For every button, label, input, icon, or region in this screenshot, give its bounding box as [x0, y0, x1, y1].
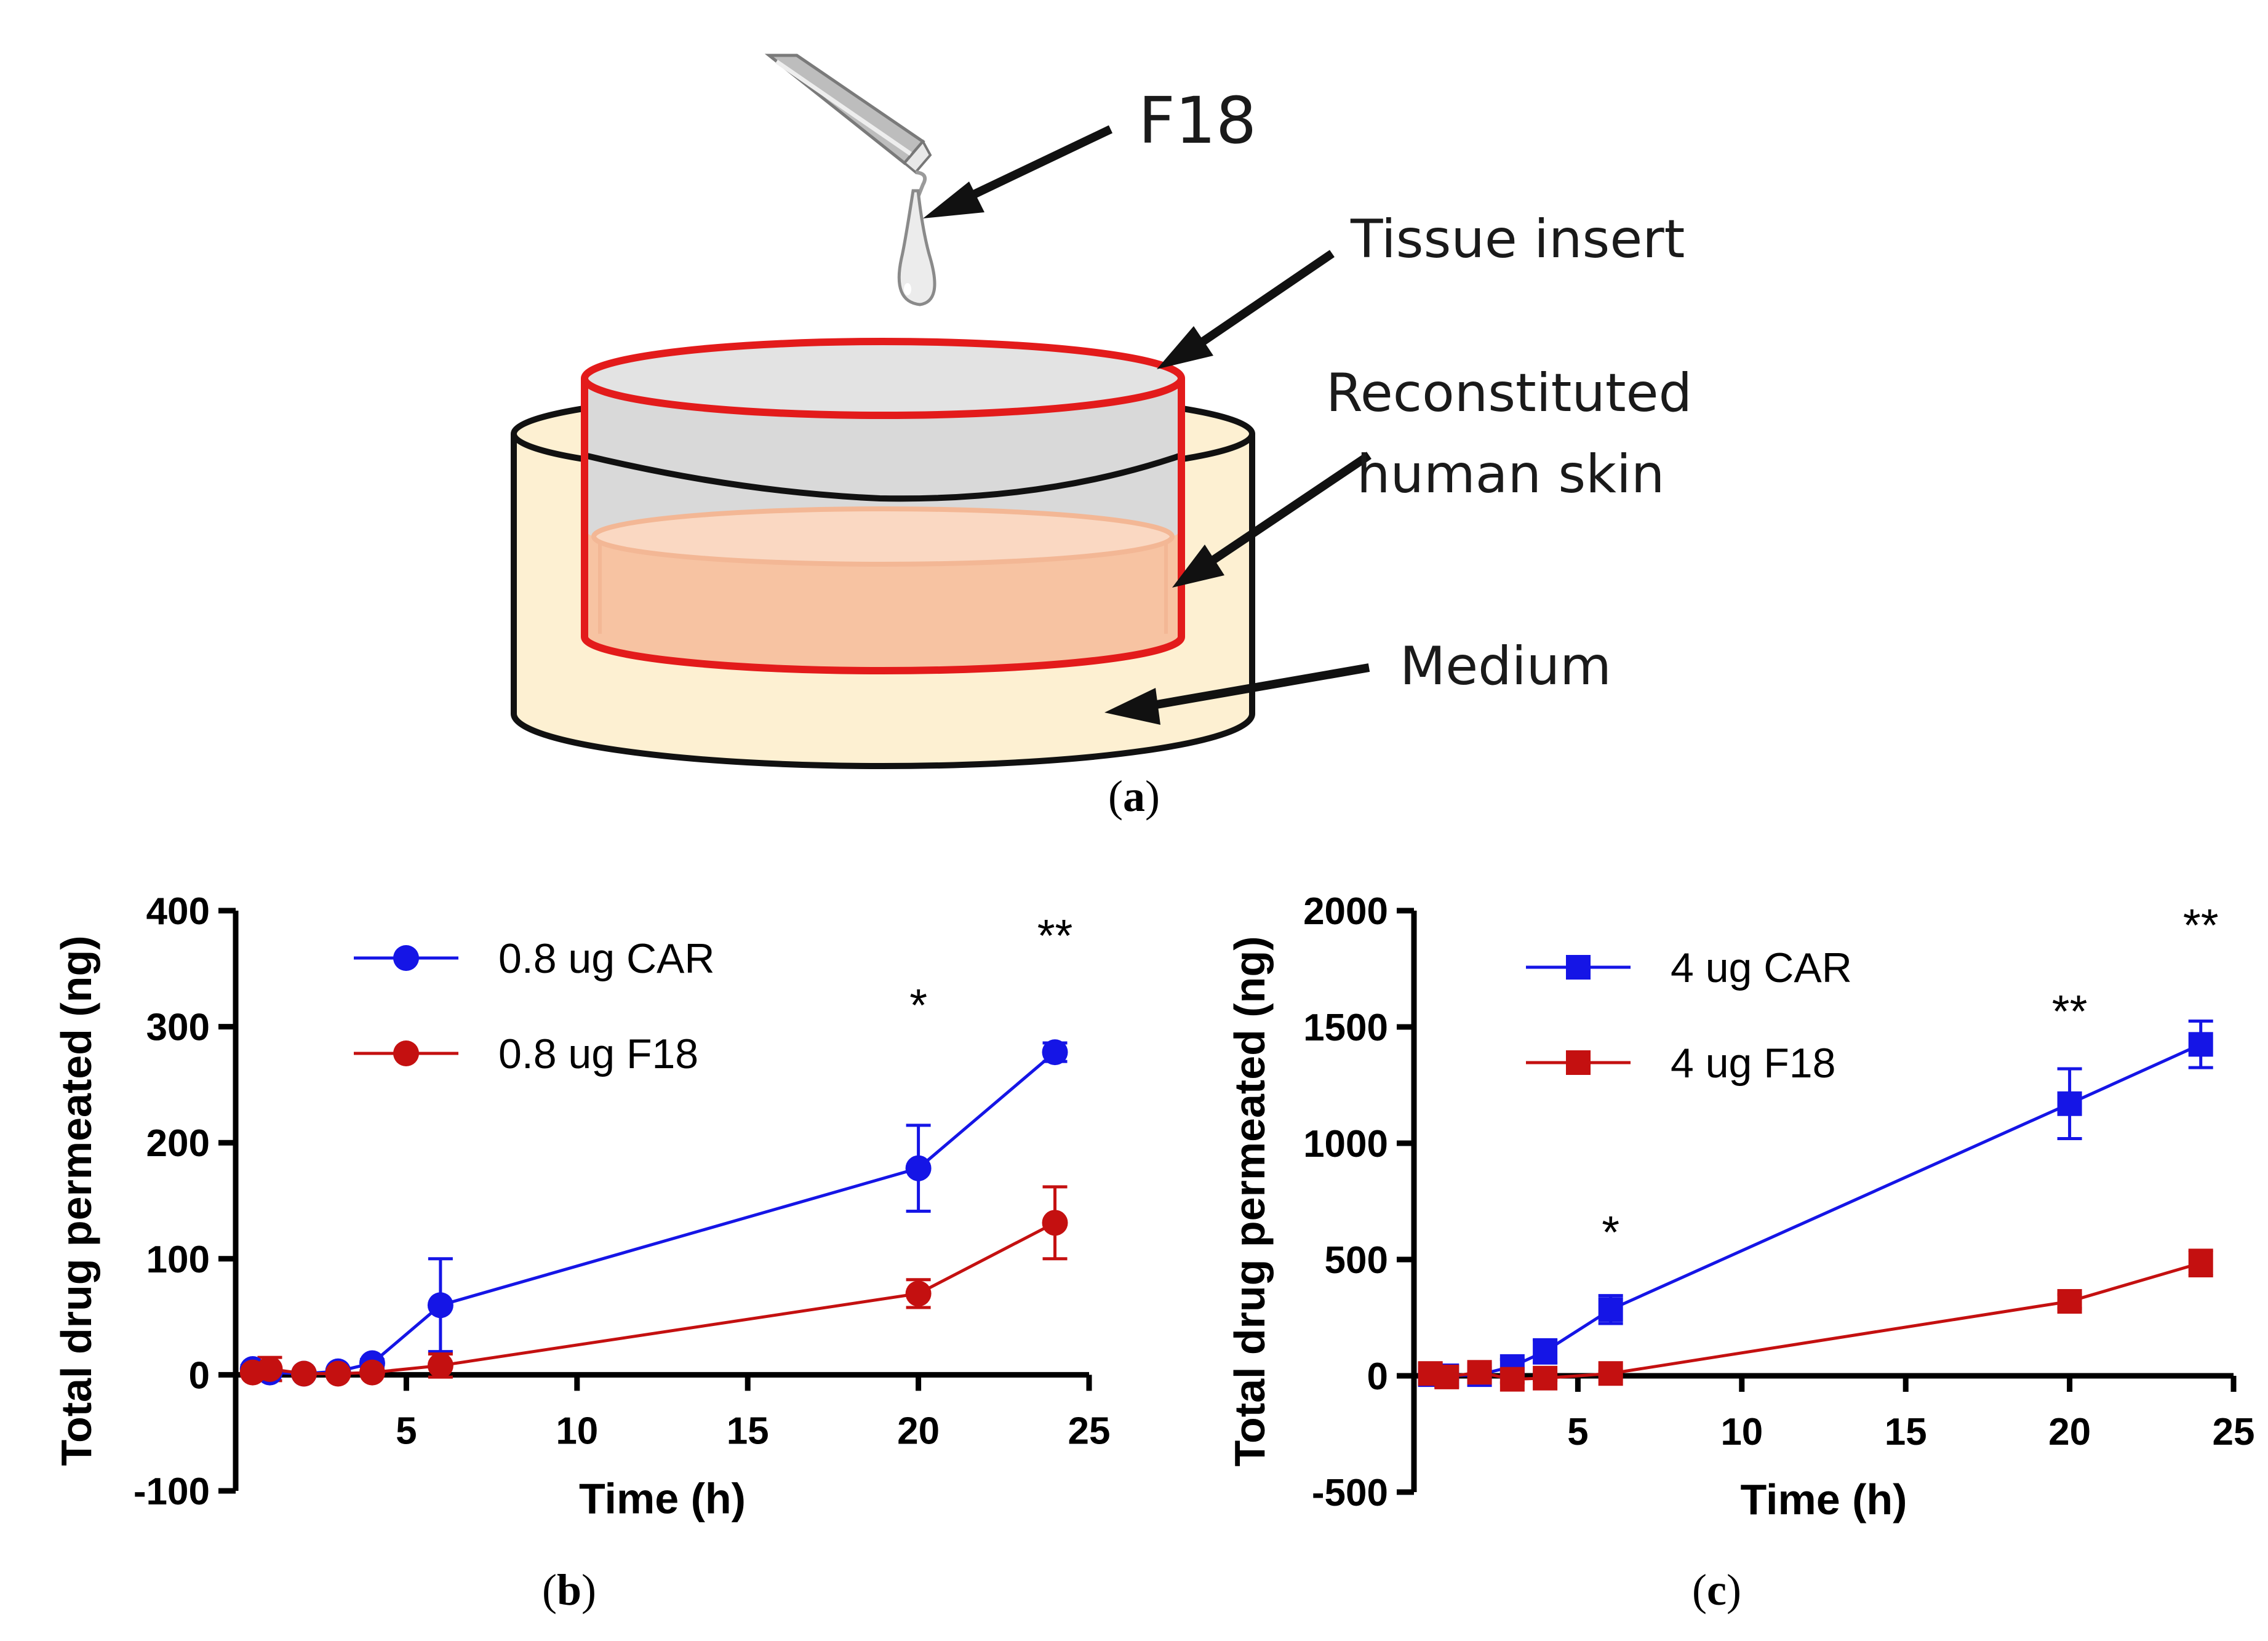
significance-marker: **	[1037, 910, 1073, 961]
legend-label-1: 4 ug F18	[1671, 1040, 1835, 1087]
data-point	[257, 1356, 283, 1382]
x-tick-label: 25	[1068, 1410, 1111, 1452]
x-tick-label: 25	[2213, 1411, 2255, 1453]
chart-b-lines	[252, 1051, 1056, 1376]
medium-label: Medium	[1400, 636, 1611, 697]
data-point	[359, 1359, 385, 1386]
legend-marker-1	[1566, 1050, 1591, 1075]
x-tick-label: 20	[897, 1410, 940, 1452]
caption-a: (a)	[1108, 772, 1160, 821]
legend-label-0: 4 ug CAR	[1671, 944, 1852, 991]
y-axis-title: Total drug permeated (ng)	[52, 935, 100, 1466]
chart-b-points	[239, 1039, 1068, 1387]
y-axis-title: Total drug permeated (ng)	[1226, 936, 1274, 1466]
chart-b-annotations: ***	[909, 910, 1072, 1031]
tissue-insert	[581, 338, 1185, 674]
data-point	[427, 1352, 453, 1379]
data-point	[2188, 1032, 2213, 1057]
data-point	[290, 1360, 317, 1387]
chart-c-points	[1418, 1032, 2213, 1392]
chart-c-caption: (c)	[1692, 1565, 1741, 1615]
data-point	[2057, 1091, 2082, 1116]
y-tick-label: 300	[146, 1007, 210, 1049]
chart-b-caption: (b)	[542, 1565, 596, 1615]
y-tick-label: 500	[1325, 1239, 1388, 1282]
chart-c-annotations: *****	[1602, 900, 2218, 1258]
significance-marker: *	[909, 980, 927, 1031]
drug-arrow	[923, 125, 1113, 218]
legend-label-0: 0.8 ug CAR	[498, 935, 715, 982]
data-point	[1533, 1365, 1558, 1391]
legend-marker-0	[393, 945, 419, 971]
x-tick-label: 15	[1885, 1411, 1927, 1453]
chart-b-legend: 0.8 ug CAR 0.8 ug F18	[354, 935, 715, 1077]
data-point	[1598, 1361, 1623, 1386]
data-point	[905, 1280, 932, 1307]
data-point	[427, 1292, 453, 1319]
data-point	[905, 1155, 932, 1181]
data-point	[1434, 1364, 1459, 1389]
skin-label-line2: human skin	[1357, 444, 1664, 505]
skin-label-line1: Reconstituted	[1326, 362, 1692, 424]
y-tick-label: 200	[146, 1122, 210, 1165]
y-tick-label: 1500	[1303, 1007, 1388, 1049]
significance-marker: **	[2183, 900, 2219, 951]
chart-c-legend: 4 ug CAR 4 ug F18	[1526, 944, 1852, 1087]
y-tick-label: -100	[134, 1471, 210, 1513]
data-point	[1598, 1297, 1623, 1322]
skin-arrow	[1172, 452, 1372, 588]
y-tick-label: 1000	[1303, 1123, 1388, 1165]
x-tick-label: 5	[1567, 1411, 1588, 1453]
pipette-icon	[764, 54, 932, 198]
legend-label-1: 0.8 ug F18	[498, 1031, 698, 1077]
insert-arrow	[1157, 250, 1335, 369]
drug-label: F18	[1138, 83, 1256, 158]
chart-c-axes: -500 0 500 1000 1500 2000 5 10 15 20 25 Time (h) Tot…	[1226, 890, 2254, 1523]
significance-marker: **	[2052, 986, 2088, 1037]
data-point	[1533, 1339, 1558, 1364]
series-line-0	[1430, 1043, 2202, 1378]
significance-marker: *	[1602, 1207, 1619, 1258]
medium-arrow	[1104, 663, 1370, 725]
x-tick-label: 20	[2048, 1411, 2091, 1453]
chart-b-axes: -100 0 100 200 300 400 5 10 15 20 25 Time (h) Total …	[52, 890, 1110, 1522]
x-axis-title: Time (h)	[579, 1474, 746, 1522]
y-tick-label: 400	[146, 890, 210, 933]
chart-c-lines	[1430, 1043, 2202, 1381]
data-point	[1042, 1039, 1068, 1066]
x-tick-label: 15	[727, 1410, 769, 1452]
legend-marker-0	[1566, 955, 1591, 980]
insert-label: Tissue insert	[1350, 209, 1685, 270]
data-point	[325, 1360, 351, 1387]
data-point	[1042, 1210, 1068, 1236]
droplet-icon	[897, 189, 936, 306]
y-tick-label: 0	[1367, 1356, 1388, 1398]
x-tick-label: 5	[396, 1410, 417, 1452]
legend-marker-1	[393, 1040, 419, 1066]
chart-b-error-bars	[240, 1041, 1068, 1383]
y-tick-label: 0	[189, 1354, 210, 1397]
data-point	[2057, 1289, 2082, 1314]
y-tick-label: 2000	[1303, 890, 1388, 933]
y-tick-label: 100	[146, 1239, 210, 1281]
y-tick-label: -500	[1312, 1472, 1388, 1514]
chart-c: -500 0 500 1000 1500 2000 5 10 15 20 25 Time (h) Tot…	[1226, 890, 2254, 1615]
data-point	[1467, 1360, 1492, 1385]
x-axis-title: Time (h)	[1741, 1475, 1907, 1523]
series-line-0	[252, 1051, 1056, 1376]
chart-b: -100 0 100 200 300 400 5 10 15 20 25 Time (h) Total …	[52, 890, 1110, 1615]
diagram-panel: F18 Tissue insert	[511, 54, 1692, 821]
x-tick-label: 10	[556, 1410, 598, 1452]
x-tick-label: 10	[1720, 1411, 1763, 1453]
data-point	[1499, 1367, 1525, 1392]
data-point	[2188, 1250, 2213, 1276]
